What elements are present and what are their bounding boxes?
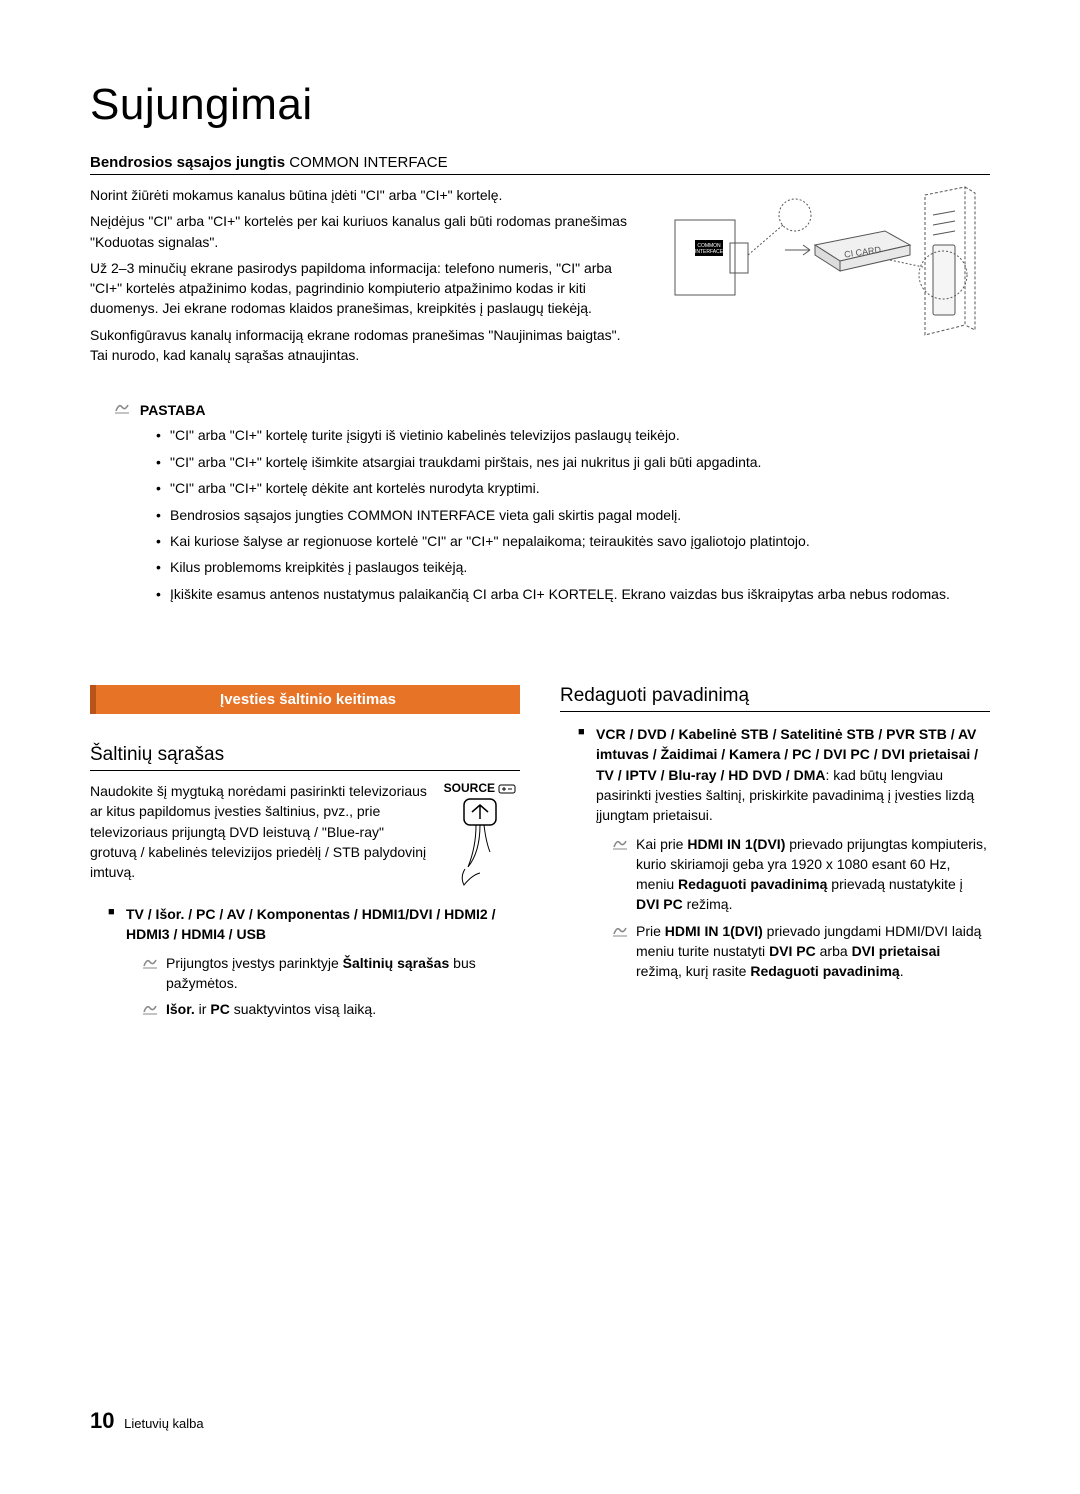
left-subnote-list: Prijungtos įvestys parinktyje Šaltinių s… bbox=[142, 953, 520, 1020]
right-subnote: Kai prie HDMI IN 1(DVI) prievado prijung… bbox=[612, 834, 990, 915]
pastaba-list: "CI" arba "CI+" kortelę turite įsigyti i… bbox=[156, 424, 990, 605]
two-column-section: Įvesties šaltinio keitimas Šaltinių sąra… bbox=[90, 685, 990, 1027]
left-column: Įvesties šaltinio keitimas Šaltinių sąra… bbox=[90, 685, 520, 1027]
common-interface-heading: Bendrosios sąsajos jungtis COMMON INTERF… bbox=[90, 154, 990, 175]
page-footer: 10 Lietuvių kalba bbox=[90, 1408, 204, 1434]
note-icon bbox=[612, 923, 628, 943]
ci-p2: Neįdėjus "CI" arba "CI+" kortelės per ka… bbox=[90, 211, 640, 252]
pastaba-item: "CI" arba "CI+" kortelę dėkite ant korte… bbox=[156, 477, 990, 499]
note-icon bbox=[142, 955, 158, 975]
pastaba-item: Įkiškite esamus antenos nustatymus palai… bbox=[156, 583, 990, 605]
left-square-list: TV / Išor. / PC / AV / Komponentas / HDM… bbox=[108, 904, 520, 1019]
right-subnote: Prie HDMI IN 1(DVI) prievado jungdami HD… bbox=[612, 921, 990, 982]
right-square-list: VCR / DVD / Kabelinė STB / Satelitinė ST… bbox=[578, 724, 990, 982]
pastaba-label: PASTABA bbox=[140, 402, 206, 418]
page-title: Sujungimai bbox=[90, 80, 990, 130]
pastaba-block: PASTABA "CI" arba "CI+" kortelę turite į… bbox=[90, 401, 990, 605]
note-icon bbox=[612, 836, 628, 856]
note-icon bbox=[114, 401, 132, 418]
note-icon bbox=[142, 1001, 158, 1021]
left-subnote: Prijungtos įvestys parinktyje Šaltinių s… bbox=[142, 953, 520, 994]
left-list-bold: TV / Išor. / PC / AV / Komponentas / HDM… bbox=[126, 906, 496, 942]
right-subnote-list: Kai prie HDMI IN 1(DVI) prievado prijung… bbox=[612, 834, 990, 982]
right-column: Redaguoti pavadinimą VCR / DVD / Kabelin… bbox=[560, 685, 990, 1027]
pastaba-item: "CI" arba "CI+" kortelę turite įsigyti i… bbox=[156, 424, 990, 446]
source-list-heading: Šaltinių sąrašas bbox=[90, 744, 520, 771]
pastaba-item: "CI" arba "CI+" kortelę išimkite atsargi… bbox=[156, 451, 990, 473]
left-list-item: TV / Išor. / PC / AV / Komponentas / HDM… bbox=[108, 904, 520, 1019]
ci-card-diagram: COMMON INTERFACE CI CARD bbox=[660, 185, 990, 371]
footer-lang: Lietuvių kalba bbox=[124, 1416, 204, 1431]
ci-p1: Norint žiūrėti mokamus kanalus būtina įd… bbox=[90, 185, 640, 205]
source-list-body: Naudokite šį mygtuką norėdami pasirinkti… bbox=[90, 781, 428, 892]
ci-heading-normal: COMMON INTERFACE bbox=[289, 154, 447, 171]
slot-label-2: INTERFACE bbox=[695, 249, 724, 255]
pastaba-header: PASTABA bbox=[114, 401, 990, 418]
pastaba-item: Kai kuriose šalyse ar regionuose kortelė… bbox=[156, 530, 990, 552]
ci-p3: Už 2–3 minučių ekrane pasirodys papildom… bbox=[90, 258, 640, 319]
page-number: 10 bbox=[90, 1408, 114, 1433]
source-remote-icon: SOURCE bbox=[440, 781, 520, 892]
ci-heading-bold: Bendrosios sąsajos jungtis bbox=[90, 154, 285, 171]
pastaba-item: Kilus problemoms kreipkitės į paslaugos … bbox=[156, 556, 990, 578]
edit-name-heading: Redaguoti pavadinimą bbox=[560, 685, 990, 712]
ci-intro-text: Norint žiūrėti mokamus kanalus būtina įd… bbox=[90, 185, 640, 371]
pastaba-item: Bendrosios sąsajos jungties COMMON INTER… bbox=[156, 504, 990, 526]
right-list-item: VCR / DVD / Kabelinė STB / Satelitinė ST… bbox=[578, 724, 990, 982]
ci-intro-block: Norint žiūrėti mokamus kanalus būtina įd… bbox=[90, 185, 990, 371]
orange-bar-left: Įvesties šaltinio keitimas bbox=[90, 685, 520, 714]
left-subnote: Išor. ir PC suaktyvintos visą laiką. bbox=[142, 999, 520, 1019]
source-label-text: SOURCE bbox=[444, 781, 495, 795]
ci-p4: Sukonfigūravus kanalų informaciją ekrane… bbox=[90, 325, 640, 366]
